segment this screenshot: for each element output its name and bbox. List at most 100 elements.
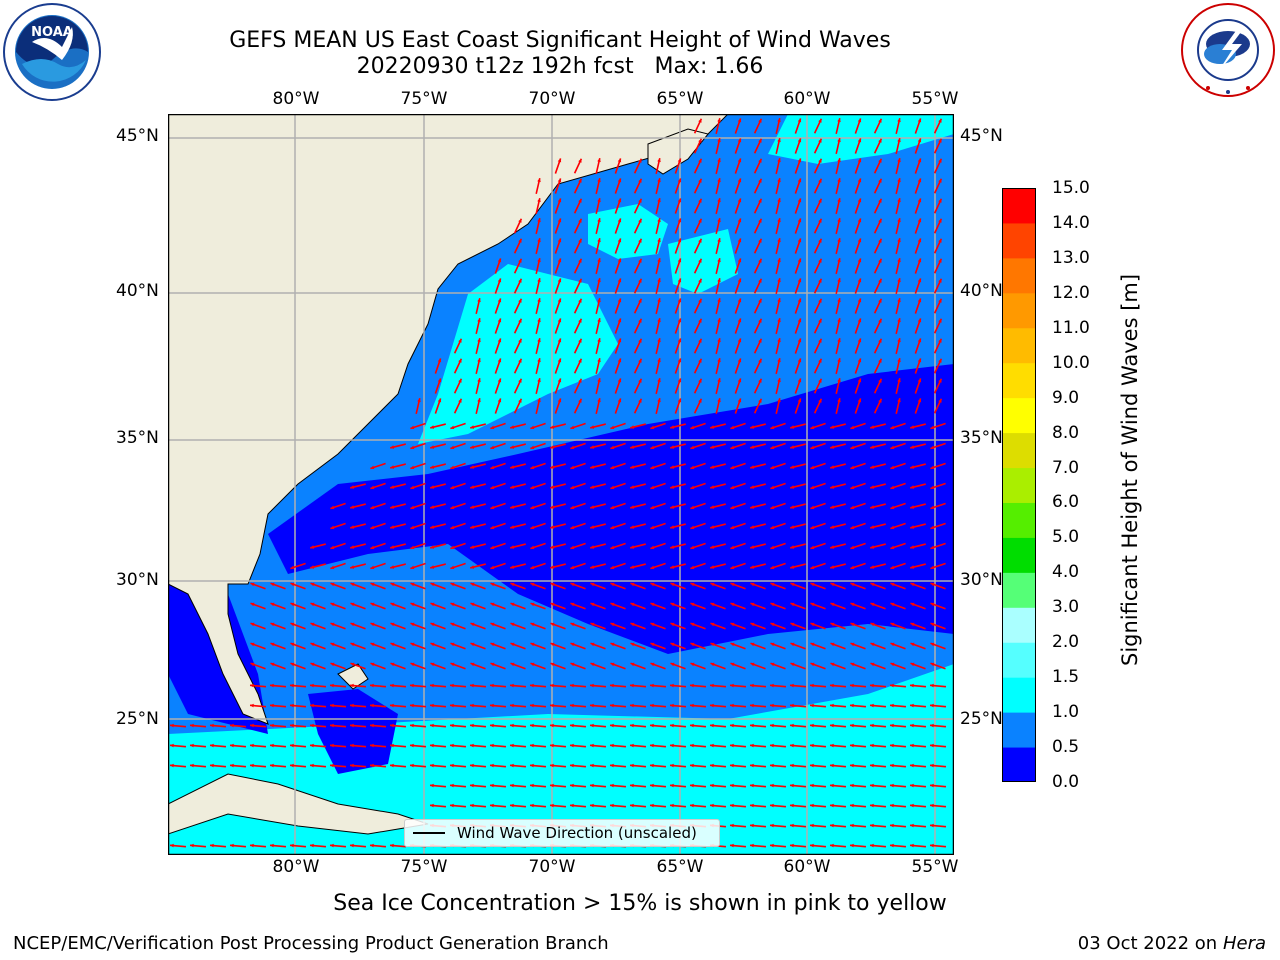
wind-wave-arrowhead xyxy=(550,505,555,509)
wind-wave-arrowhead xyxy=(430,425,435,429)
wind-wave-arrowhead xyxy=(690,683,694,688)
wind-wave-arrowhead xyxy=(797,158,802,163)
wind-wave-arrowhead xyxy=(770,743,774,748)
wind-wave-arrowhead xyxy=(570,783,574,788)
wind-wave-arrowhead xyxy=(810,465,815,470)
wind-wave-arrowhead xyxy=(477,298,481,303)
wind-wave-arrowhead xyxy=(797,318,802,323)
wind-wave-arrowhead xyxy=(617,338,622,343)
map-legend: Wind Wave Direction (unscaled) xyxy=(404,819,720,847)
wind-wave-arrowhead xyxy=(850,505,855,510)
wind-wave-arrowhead xyxy=(537,338,541,343)
wind-wave-arrowhead xyxy=(430,703,434,708)
wind-wave-arrowhead xyxy=(578,338,582,343)
wind-wave-arrowhead xyxy=(650,425,655,430)
wind-wave-arrowhead xyxy=(617,318,622,323)
land-north-america xyxy=(168,114,729,725)
colorbar-segment xyxy=(1002,642,1036,678)
colorbar-segment xyxy=(1002,712,1036,748)
wind-wave-arrowhead xyxy=(557,298,562,303)
wind-wave-arrowhead xyxy=(730,743,734,748)
wind-wave-arrowhead xyxy=(830,505,835,509)
wind-wave-arrowhead xyxy=(250,743,254,748)
wind-wave-arrowhead xyxy=(550,602,555,607)
wind-wave-arrowhead xyxy=(938,358,942,363)
wind-wave-arrowhead xyxy=(430,783,434,788)
wind-wave-arrowhead xyxy=(690,445,695,450)
wind-wave-arrowhead xyxy=(530,465,535,470)
wind-wave-arrowhead xyxy=(777,298,781,303)
wind-wave-arrowhead xyxy=(870,723,874,728)
wind-wave-arrowhead xyxy=(910,445,915,449)
wind-wave-arrowhead xyxy=(557,238,562,243)
wind-wave-arrowhead xyxy=(910,763,914,768)
wind-wave-arrowhead xyxy=(690,703,694,708)
wind-wave-arrowhead xyxy=(230,763,234,768)
wind-wave-arrowhead xyxy=(897,298,901,303)
wind-wave-arrowhead xyxy=(930,783,934,788)
wind-wave-arrowhead xyxy=(657,218,661,223)
wind-wave-arrowhead xyxy=(670,683,674,688)
wind-wave-arrowhead xyxy=(537,378,541,383)
wind-wave-arrowhead xyxy=(690,642,695,647)
wind-wave-arrowhead xyxy=(698,398,702,403)
wind-wave-arrowhead xyxy=(730,683,734,688)
wind-wave-arrowhead xyxy=(758,238,762,243)
wind-wave-arrowhead xyxy=(857,118,862,123)
wind-wave-arrowhead xyxy=(710,425,715,429)
wind-wave-arrowhead xyxy=(617,158,622,163)
wind-wave-arrowhead xyxy=(790,843,794,848)
wind-wave-arrowhead xyxy=(730,622,735,627)
wind-wave-arrowhead xyxy=(170,743,174,748)
wind-wave-arrowhead xyxy=(270,662,275,667)
wind-wave-arrowhead xyxy=(290,743,294,748)
wind-wave-arrowhead xyxy=(830,525,835,529)
wind-wave-arrowhead xyxy=(717,198,721,203)
wind-wave-arrowhead xyxy=(450,703,454,708)
wind-wave-arrowhead xyxy=(638,278,642,283)
wind-wave-arrowhead xyxy=(330,843,334,848)
wind-wave-arrowhead xyxy=(677,158,682,163)
wind-wave-arrowhead xyxy=(870,602,875,607)
wind-wave-arrowhead xyxy=(570,545,575,550)
wind-wave-arrowhead xyxy=(818,198,822,203)
wind-wave-arrowhead xyxy=(530,723,534,728)
wind-wave-arrowhead xyxy=(857,158,862,163)
wind-wave-arrowhead xyxy=(430,683,434,688)
wind-wave-arrowhead xyxy=(910,565,915,569)
colorbar-tick-label: 9.0 xyxy=(1052,387,1080,408)
wind-wave-arrowhead xyxy=(710,525,715,529)
wind-wave-arrowhead xyxy=(250,763,254,768)
wind-wave-arrowhead xyxy=(557,358,562,363)
wind-wave-arrowhead xyxy=(390,662,395,667)
colorbar-tick-label: 6.0 xyxy=(1052,492,1080,513)
wind-wave-arrowhead xyxy=(730,703,734,708)
wind-wave-arrowhead xyxy=(830,743,834,748)
wind-wave-arrowhead xyxy=(590,662,595,667)
wind-wave-arrowhead xyxy=(617,278,622,283)
wind-wave-arrowhead xyxy=(630,485,635,489)
wind-wave-arrowhead xyxy=(557,178,562,183)
wind-wave-arrowhead xyxy=(350,642,355,647)
wind-wave-arrowhead xyxy=(810,545,815,550)
wind-wave-arrowhead xyxy=(698,158,702,163)
wind-wave-arrowhead xyxy=(890,485,895,490)
wind-wave-arrowhead xyxy=(430,602,435,607)
wind-wave-arrowhead xyxy=(730,545,735,550)
colorbar-tick-label: 11.0 xyxy=(1052,317,1090,338)
wind-wave-arrowhead xyxy=(330,622,335,627)
wind-wave-arrowhead xyxy=(777,198,781,203)
wind-wave-arrowhead xyxy=(610,485,615,490)
wind-wave-arrowhead xyxy=(750,823,754,828)
wind-wave-arrowhead xyxy=(550,743,554,748)
wind-wave-arrowhead xyxy=(830,703,834,708)
wind-wave-arrowhead xyxy=(250,582,255,587)
wind-wave-arrowhead xyxy=(837,358,841,363)
wind-wave-arrowhead xyxy=(830,425,835,429)
wind-wave-arrowhead xyxy=(550,565,555,569)
wind-wave-arrowhead xyxy=(510,545,515,549)
wind-wave-arrowhead xyxy=(650,445,655,450)
wind-wave-arrowhead xyxy=(310,723,314,728)
wind-wave-arrowhead xyxy=(630,425,635,429)
wind-wave-arrowhead xyxy=(770,763,774,768)
